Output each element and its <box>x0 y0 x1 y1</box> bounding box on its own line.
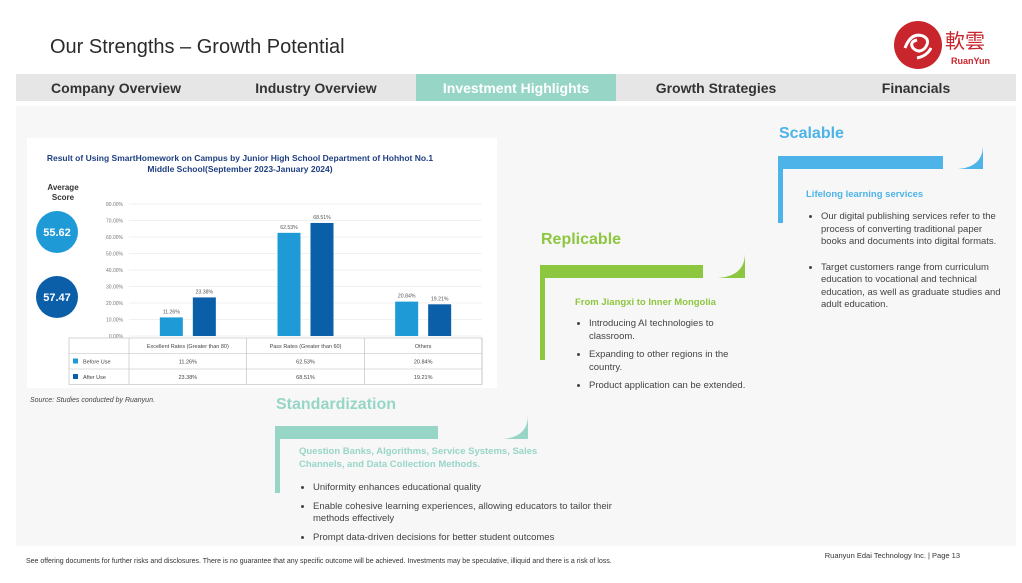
scalable-title: Scalable <box>779 125 844 142</box>
chart-title-line-2: Middle School(September 2023-January 202… <box>147 164 332 174</box>
replicable-title: Replicable <box>541 231 622 248</box>
chart-panel: Result of Using SmartHomework on Campus … <box>27 138 497 388</box>
tab-industry-overview[interactable]: Industry Overview <box>255 79 377 96</box>
list-item: Uniformity enhances educational quality <box>313 482 613 495</box>
list-item: Introducing AI technologies to classroom… <box>589 318 759 343</box>
y-tick-label: 30.00% <box>106 285 124 291</box>
bar-before <box>159 317 183 336</box>
chart-source: Source: Studies conducted by Ruanyun. <box>30 397 155 404</box>
tab-company-overview[interactable]: Company Overview <box>51 79 181 96</box>
average-score-label-line-1: Average <box>47 183 79 192</box>
legend-entry: After Use <box>83 375 106 381</box>
logo-english-text: RuanYun <box>951 56 990 66</box>
bar-data-label: 23.38% <box>196 289 214 295</box>
list-item: Our digital publishing services refer to… <box>821 211 1001 249</box>
bar-data-label: 62.53% <box>280 225 298 231</box>
legend-entry: Before Use <box>83 360 111 366</box>
standardization-subtitle: Question Banks, Algorithms, Service Syst… <box>299 446 538 470</box>
scalable-bullets: Our digital publishing services refer to… <box>807 211 1001 318</box>
list-item: Enable cohesive learning experiences, al… <box>313 501 613 526</box>
list-item: Prompt data-driven decisions for better … <box>313 532 613 545</box>
x-category-label: Others <box>415 344 432 350</box>
bar-after <box>428 304 452 336</box>
average-score-label-line-2: Score <box>52 193 75 202</box>
standardization-bullets: Uniformity enhances educational quality … <box>299 482 613 550</box>
table-cell: 23.38% <box>179 375 198 381</box>
y-tick-label: 10.00% <box>106 318 124 324</box>
bar-before <box>277 232 301 336</box>
tab-financials[interactable]: Financials <box>881 79 951 96</box>
x-category-label: Excellent Rates (Greater than 80) <box>147 344 229 350</box>
table-cell: 11.26% <box>179 360 197 366</box>
scalable-subtitle: Lifelong learning services <box>806 189 924 200</box>
page-title: Our Strengths – Growth Potential <box>50 36 345 58</box>
page-number: Ruanyun Edai Technology Inc. | Page 13 <box>824 551 960 560</box>
y-tick-label: 20.00% <box>106 301 124 307</box>
average-score-after-value: 57.47 <box>43 292 71 304</box>
list-item: Target customers range from curriculum e… <box>821 262 1001 312</box>
tab-growth-strategies[interactable]: Growth Strategies <box>655 79 777 96</box>
bar-before <box>395 301 419 336</box>
bar-after <box>192 297 216 336</box>
bar-after <box>310 222 334 336</box>
y-tick-label: 40.00% <box>106 268 124 274</box>
average-score-before-value: 55.62 <box>43 227 71 239</box>
average-score-before-badge <box>36 211 78 253</box>
y-tick-label: 50.00% <box>106 252 124 258</box>
tab-investment-highlights[interactable]: Investment Highlights <box>416 74 616 101</box>
replicable-bracket <box>540 253 745 360</box>
disclaimer-text: See offering documents for further risks… <box>26 558 612 565</box>
section-nav: Company Overview Industry Overview Inves… <box>16 74 1016 101</box>
y-tick-label: 60.00% <box>106 235 124 241</box>
bar-chart: Result of Using SmartHomework on Campus … <box>36 153 483 385</box>
logo-chinese-text: 軟雲 <box>945 29 985 53</box>
y-tick-label: 0.00% <box>109 334 124 340</box>
table-cell: 68.51% <box>296 375 315 381</box>
legend-swatch <box>73 374 78 379</box>
replicable-subtitle: From Jiangxi to Inner Mongolia <box>575 297 716 308</box>
scalable-bracket <box>778 145 983 223</box>
ruanyun-logo: 軟雲 RuanYun <box>894 21 990 69</box>
legend-swatch <box>73 358 78 364</box>
chart-title-line-1: Result of Using SmartHomework on Campus … <box>47 153 434 163</box>
y-tick-label: 80.00% <box>106 202 124 208</box>
table-cell: 62.53% <box>296 360 315 366</box>
replicable-bullets: Introducing AI technologies to classroom… <box>575 318 759 399</box>
bar-data-label: 11.26% <box>163 309 181 315</box>
x-category-label: Pass Rates (Greater than 60) <box>270 344 342 350</box>
list-item: Product application can be extended. <box>589 380 759 393</box>
bar-data-label: 20.84% <box>398 294 416 300</box>
standardization-title: Standardization <box>276 396 397 413</box>
list-item: Expanding to other regions in the countr… <box>589 349 759 374</box>
bar-data-label: 19.21% <box>431 296 449 302</box>
y-tick-label: 70.00% <box>106 219 124 225</box>
table-cell: 19.21% <box>414 375 433 381</box>
average-score-after-badge <box>36 276 78 318</box>
standardization-bracket <box>275 415 528 493</box>
bar-data-label: 68.51% <box>313 215 331 221</box>
table-cell: 20.84% <box>414 360 433 366</box>
logo-emblem-icon <box>894 21 942 69</box>
